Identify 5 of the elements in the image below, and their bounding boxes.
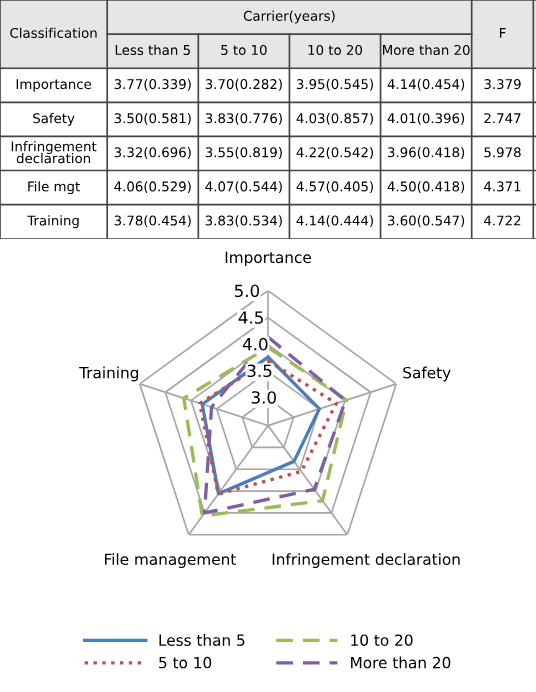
y-tick-label: 4.5 [238, 311, 263, 324]
y-tick-label: 3.5 [247, 364, 272, 378]
y-tick-label: 4.0 [242, 337, 268, 351]
y-tick-label: 3.0 [251, 391, 276, 404]
y-tick-label: 5.0 [234, 284, 260, 298]
